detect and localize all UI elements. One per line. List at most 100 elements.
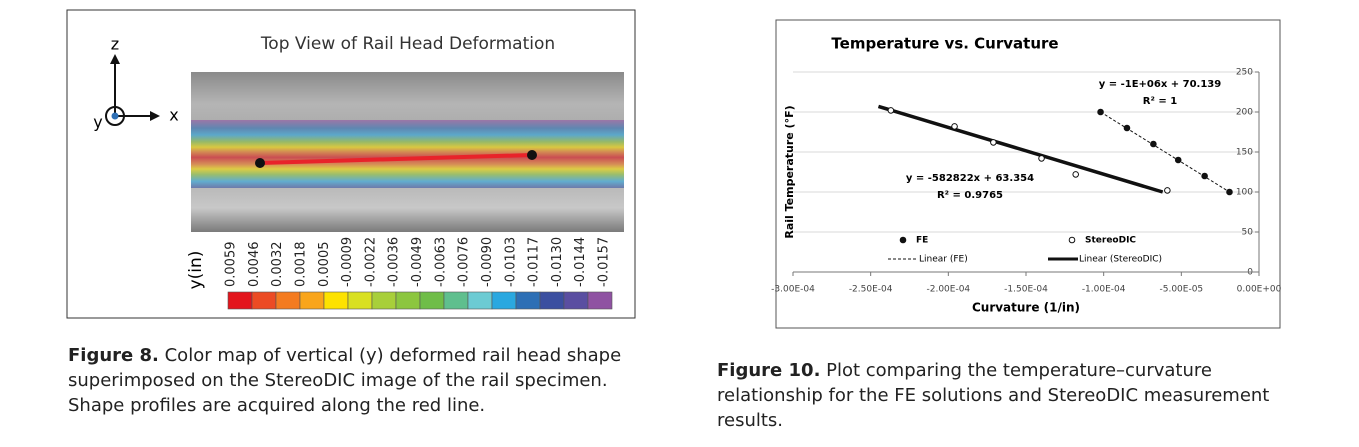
chart-title: Temperature vs. Curvature (831, 35, 1058, 53)
colorbar-swatch (491, 291, 517, 310)
colorbar-swatch (227, 291, 253, 310)
colorbar-tick-label: 0.0032 (270, 242, 285, 288)
colorbar-swatch (443, 291, 469, 310)
legend-label: FE (916, 236, 928, 246)
legend-label: StereoDIC (1085, 236, 1136, 246)
data-point (1038, 155, 1045, 162)
profile-end (527, 150, 537, 160)
axis-label: x (169, 106, 178, 125)
legend-marker (899, 236, 907, 244)
y-tick-label: 200 (1236, 108, 1253, 118)
data-point (1097, 108, 1104, 116)
data-point (1072, 171, 1080, 178)
x-tick-label: -5.00E-05 (1159, 285, 1203, 295)
y-axis-dot (111, 112, 119, 120)
data-point (887, 107, 895, 114)
x-tick-label: -1.00E-04 (1082, 285, 1126, 295)
legend-label: Linear (StereoDIC) (1079, 255, 1162, 265)
colorbar-swatch (395, 291, 421, 310)
arrow-head (110, 54, 120, 64)
colorbar-tick-label: -0.0144 (573, 237, 588, 287)
caption-label: Figure 8. (68, 345, 159, 366)
caption-text: Color map of vertical (y) deformed rail … (158, 345, 622, 366)
profile-end (255, 158, 265, 168)
figure-title: Top View of Rail Head Deformation (260, 34, 555, 54)
colorbar-tick-label: -0.0157 (597, 237, 612, 287)
caption-label: Figure 10. (717, 360, 821, 381)
colorbar-swatch (419, 291, 445, 310)
data-point (1226, 188, 1233, 196)
caption-text: Plot comparing the temperature–curvature (820, 360, 1212, 381)
equation-label: y = -1E+06x + 70.139 (1099, 79, 1222, 90)
x-tick-label: -2.50E-04 (849, 285, 893, 295)
colorbar-tick-label: -0.0022 (363, 237, 378, 287)
equation-label: R² = 0.9765 (937, 190, 1003, 201)
figure-10: Temperature vs. Curvature050100150200250… (771, 19, 1282, 329)
caption-line: relationship for the FE solutions and St… (717, 385, 1270, 406)
colorbar-swatch (251, 291, 277, 310)
colorbar-tick-label: 0.0018 (293, 242, 308, 288)
colorbar-swatch (515, 291, 541, 310)
y-axis-symbol (105, 106, 125, 126)
trendline (877, 104, 1164, 194)
colorbar-swatch (299, 291, 325, 310)
equation-label: R² = 1 (1143, 96, 1177, 107)
figure-8: Top View of Rail Head Deformation z y x … (66, 9, 636, 319)
colorbar-swatch (323, 291, 349, 310)
colorbar-tick-label: -0.0009 (340, 237, 355, 287)
colorbar-swatch (587, 291, 613, 310)
axis-label: z (111, 35, 119, 54)
colorbar-tick-label: -0.0063 (433, 237, 448, 287)
colorbar-swatch (347, 291, 373, 310)
colorbar-swatch (563, 291, 589, 310)
figure-10-caption: Figure 10. Plot comparing the temperatur… (717, 358, 1269, 433)
caption-line: superimposed on the StereoDIC image of t… (68, 370, 608, 391)
y-tick-label: 250 (1236, 68, 1253, 78)
trendline (1100, 111, 1230, 193)
colorbar-tick-label: -0.0103 (503, 237, 518, 287)
caption-line: results. (717, 410, 784, 431)
colorbar-tick-label: -0.0090 (480, 237, 495, 287)
legend-marker (1068, 236, 1076, 244)
figure-8-caption: Figure 8. Color map of vertical (y) defo… (68, 343, 621, 418)
colorbar-tick-label: -0.0130 (550, 237, 565, 287)
chart-frame (775, 19, 1281, 329)
data-point (1123, 124, 1131, 132)
equation-label: y = -582822x + 63.354 (906, 173, 1034, 184)
caption-line: Figure 8. Color map of vertical (y) defo… (68, 343, 621, 368)
x-tick-label: 0.00E+00 (1237, 285, 1282, 295)
profile-line (259, 153, 533, 165)
colorbar-tick-label: 0.0046 (247, 242, 262, 288)
data-point (1174, 156, 1182, 164)
y-axis-label: Rail Temperature (°F) (783, 105, 796, 238)
data-point (1150, 140, 1157, 148)
color-bands (191, 120, 624, 188)
axis-label: y (93, 113, 102, 132)
data-point (951, 123, 958, 130)
colorbar-swatch (467, 291, 493, 310)
colorbar-swatch (371, 291, 397, 310)
data-point (1164, 187, 1171, 194)
colorbar-tick-label: -0.0049 (410, 237, 425, 287)
data-point (990, 139, 997, 146)
colorbar-tick-label: -0.0036 (387, 237, 402, 287)
y-tick-label: 150 (1236, 148, 1253, 158)
colorbar-tick-label: 0.0005 (317, 242, 332, 288)
x-tick-label: -1.50E-04 (1004, 285, 1048, 295)
colorbar-swatch (539, 291, 565, 310)
caption-line: Figure 10. Plot comparing the temperatur… (717, 358, 1269, 383)
caption-line: Shape profiles are acquired along the re… (68, 395, 486, 416)
x-tick-label: -2.00E-04 (926, 285, 970, 295)
colorbar-swatch (275, 291, 301, 310)
x-axis-label: Curvature (1/in) (972, 301, 1080, 315)
data-point (1201, 172, 1208, 180)
legend-label: Linear (FE) (919, 255, 968, 265)
arrow-head (150, 111, 160, 121)
colorbar-tick-label: -0.0076 (457, 237, 472, 287)
x-tick-label: -3.00E-04 (771, 285, 815, 295)
colorbar-label: y(in) (186, 251, 206, 290)
y-tick-label: 50 (1242, 228, 1254, 238)
colorbar-tick-label: 0.0059 (224, 242, 239, 288)
